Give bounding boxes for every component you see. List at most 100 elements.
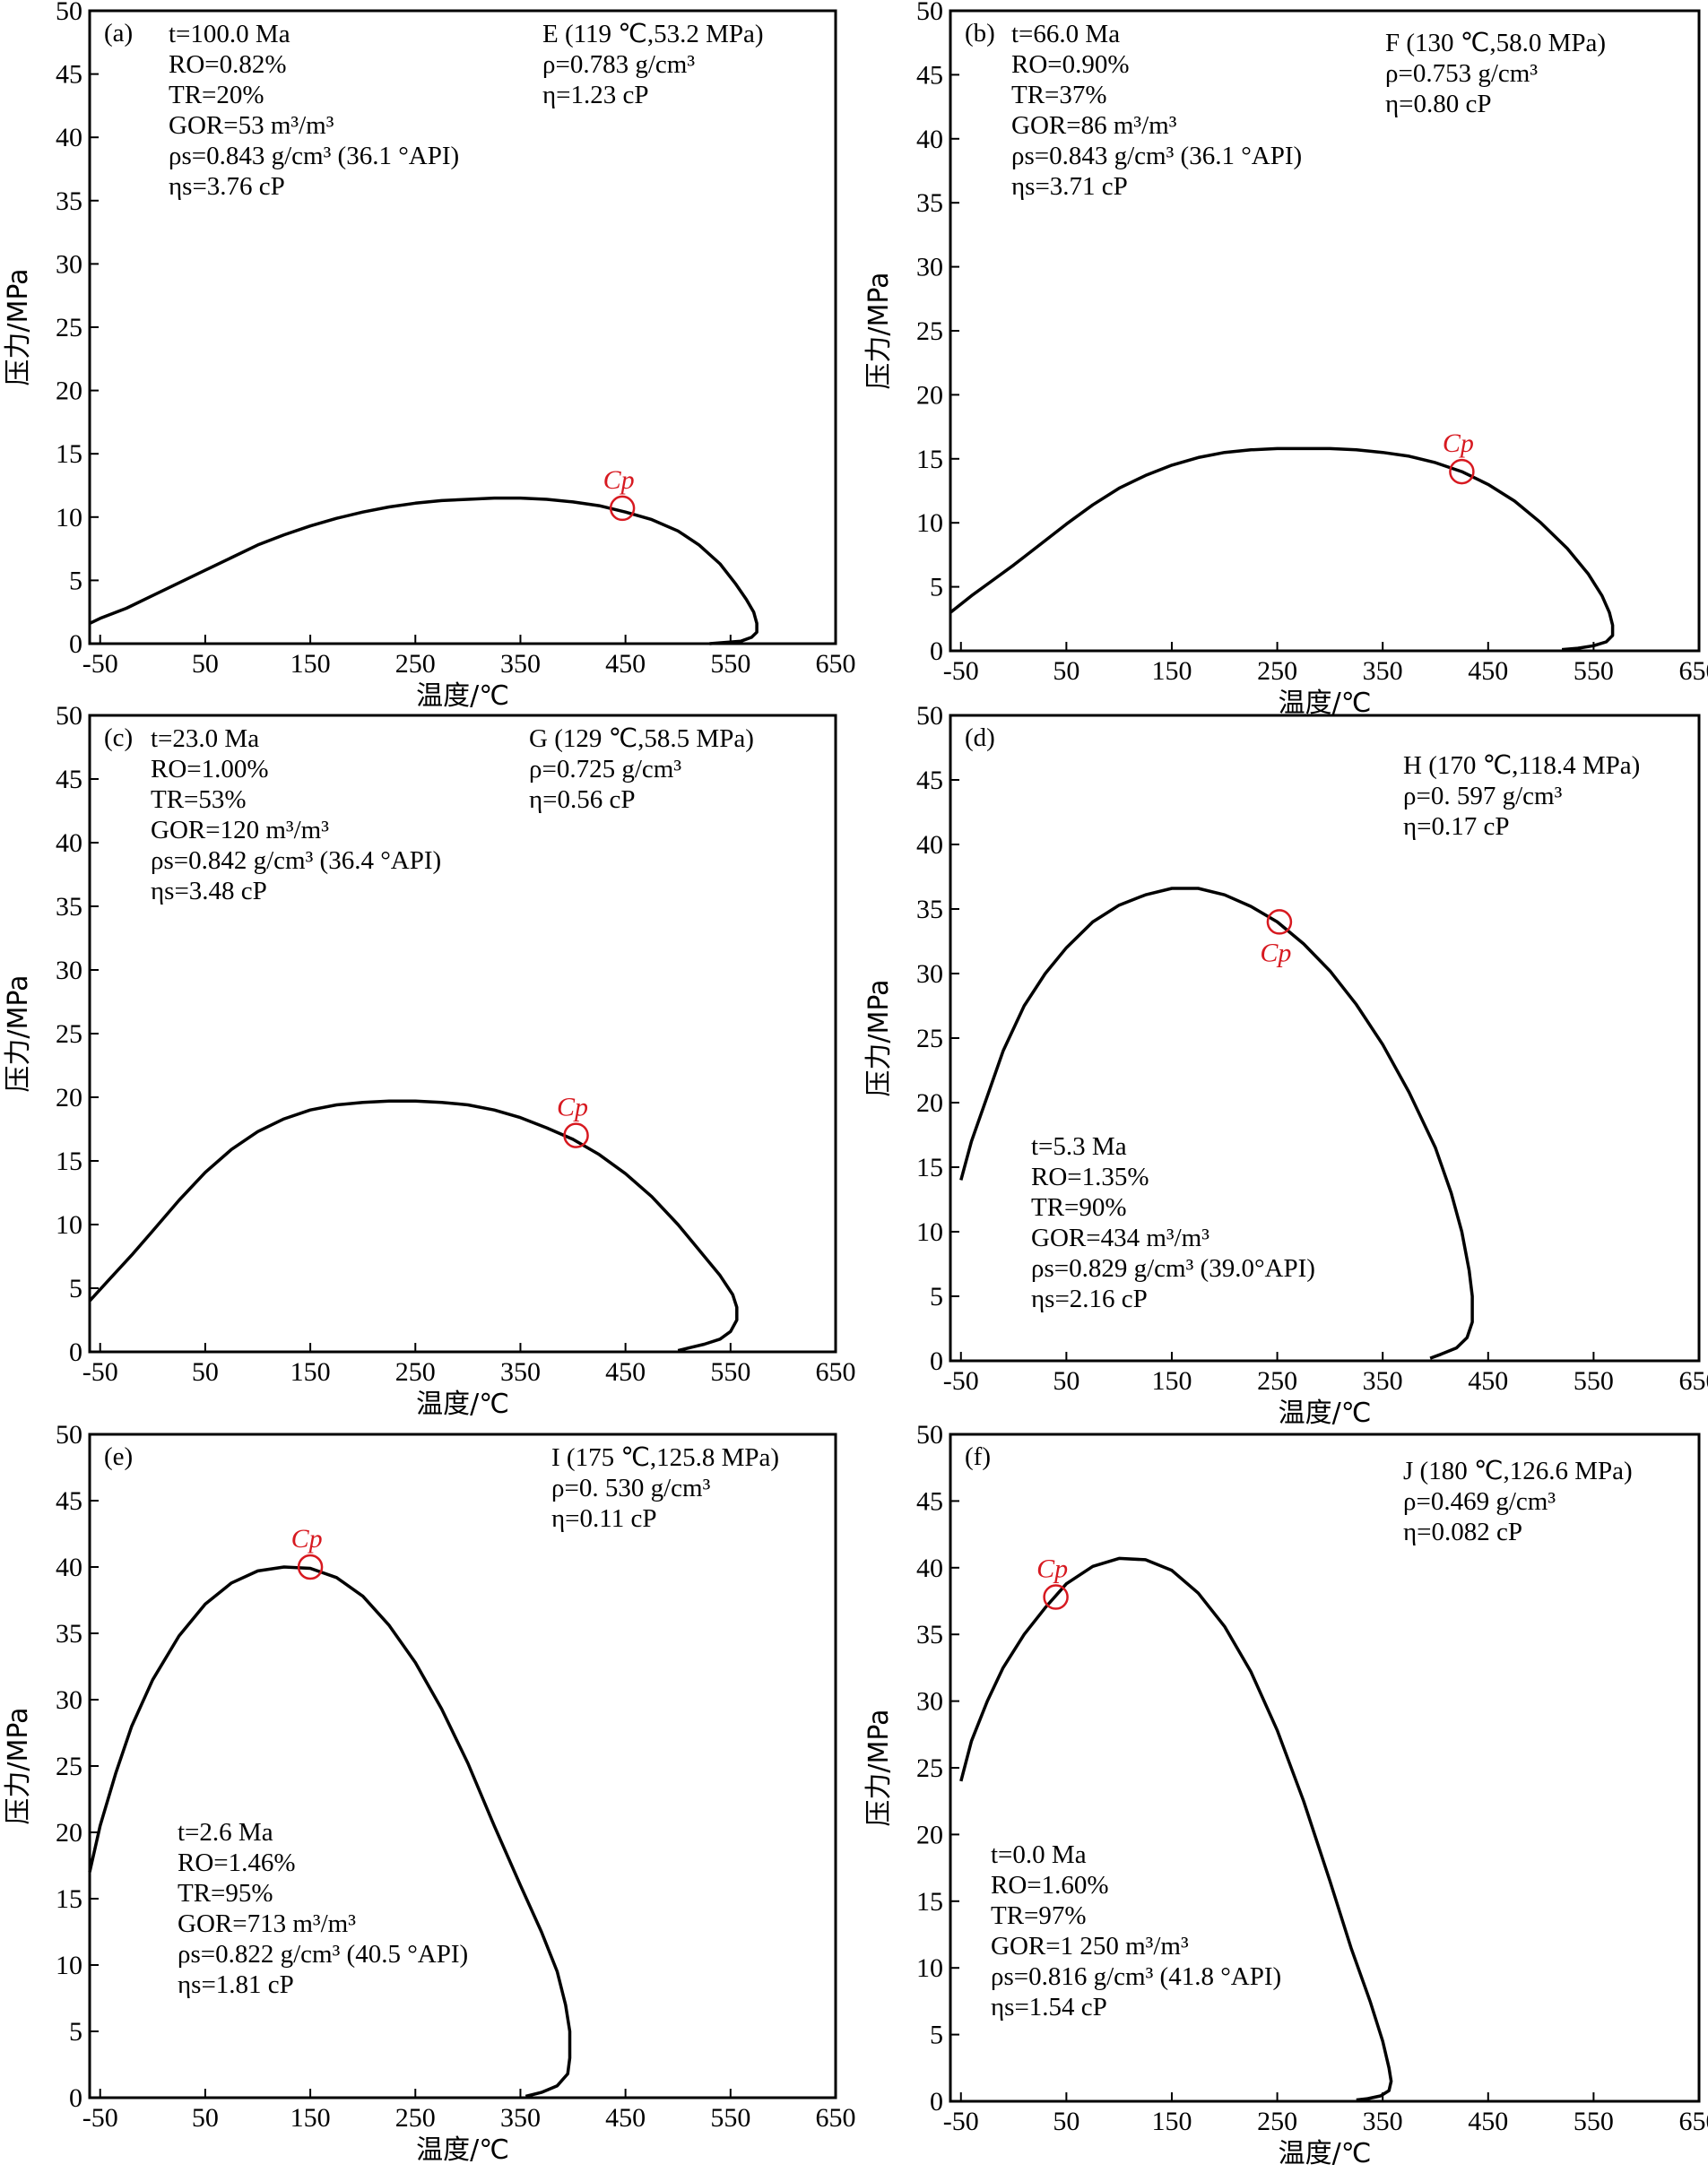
y-tick-label: 5 xyxy=(930,2021,943,2050)
critical-point-label: Cp xyxy=(1036,1554,1068,1584)
y-tick-label: 35 xyxy=(56,1619,82,1649)
y-tick-label: 50 xyxy=(916,0,943,26)
critical-point-label: Cp xyxy=(291,1524,323,1554)
x-tick-label: 550 xyxy=(1574,656,1614,686)
y-tick-label: 30 xyxy=(916,253,943,282)
y-tick-label: 0 xyxy=(930,1346,943,1376)
sample-param-line: GOR=434 m³/m³ xyxy=(1031,1224,1209,1252)
reservoir-param-line: η=0.56 cP xyxy=(529,785,636,814)
x-tick-label: 350 xyxy=(500,1357,541,1387)
y-tick-label: 35 xyxy=(916,1620,943,1649)
y-tick-label: 30 xyxy=(56,1685,82,1715)
x-tick-label: 550 xyxy=(710,1357,750,1387)
sample-param-line: RO=0.82% xyxy=(169,50,287,79)
x-tick-label: 450 xyxy=(605,649,646,679)
x-axis-label: 温度/℃ xyxy=(416,2134,509,2166)
y-tick-label: 35 xyxy=(916,188,943,218)
critical-point-marker xyxy=(297,1554,324,1580)
y-tick-label: 30 xyxy=(56,249,82,279)
y-tick-label: 20 xyxy=(56,1083,82,1112)
y-tick-label: 40 xyxy=(916,1554,943,1583)
x-axis-label: 温度/℃ xyxy=(416,1389,509,1420)
y-tick-label: 0 xyxy=(69,2083,82,2113)
critical-point-label: Cp xyxy=(557,1093,588,1122)
x-tick-label: 150 xyxy=(290,2103,331,2133)
x-tick-label: -50 xyxy=(943,1366,979,1396)
x-axis-label: 温度/℃ xyxy=(416,680,509,712)
sample-param-line: GOR=713 m³/m³ xyxy=(178,1909,356,1938)
sample-param-line: TR=53% xyxy=(151,785,247,814)
x-tick-label: 50 xyxy=(192,1357,219,1387)
y-tick-label: 5 xyxy=(69,566,82,595)
y-tick-label: 45 xyxy=(56,1486,82,1516)
reservoir-param-line: ρ=0. 530 g/cm³ xyxy=(551,1474,711,1502)
y-tick-label: 40 xyxy=(56,1553,82,1582)
critical-point-marker xyxy=(563,1122,589,1148)
sample-param-line: t=100.0 Ma xyxy=(169,20,290,48)
x-tick-label: 150 xyxy=(1151,2107,1192,2136)
y-tick-label: 10 xyxy=(56,1951,82,1980)
chart-panel-e: -50 50 150 250 350 450 550 650 0 5 10 15 20 25 30 35 40 4… xyxy=(3,1420,856,2166)
x-tick-label: 550 xyxy=(710,2103,750,2133)
y-tick-label: 20 xyxy=(56,1818,82,1848)
y-tick-label: 15 xyxy=(56,1147,82,1176)
critical-point-marker xyxy=(1043,1584,1069,1610)
y-tick-label: 15 xyxy=(916,1887,943,1917)
sample-param-line: RO=0.90% xyxy=(1011,50,1130,79)
sample-param-line: RO=1.00% xyxy=(151,755,269,783)
y-tick-label: 45 xyxy=(916,60,943,90)
y-tick-label: 5 xyxy=(930,1282,943,1312)
x-tick-label: 450 xyxy=(1468,656,1508,686)
y-tick-label: 25 xyxy=(56,1019,82,1049)
sample-param-line: GOR=1 250 m³/m³ xyxy=(991,1932,1189,1961)
y-tick-label: 0 xyxy=(69,629,82,659)
reservoir-param-line: E (119 ℃,53.2 MPa) xyxy=(542,20,764,48)
sample-param-line: t=0.0 Ma xyxy=(991,1840,1087,1869)
y-tick-label: 10 xyxy=(916,1217,943,1247)
x-tick-label: -50 xyxy=(943,656,979,686)
y-tick-label: 45 xyxy=(56,765,82,794)
sample-param-line: ηs=1.54 cP xyxy=(991,1993,1107,2021)
x-tick-label: 50 xyxy=(192,2103,219,2133)
y-tick-label: 20 xyxy=(56,377,82,406)
y-tick-label: 35 xyxy=(56,892,82,922)
critical-point-label: Cp xyxy=(1260,938,1291,967)
x-tick-label: -50 xyxy=(82,649,118,679)
y-tick-label: 10 xyxy=(56,503,82,532)
x-tick-label: 550 xyxy=(1574,2107,1614,2136)
y-tick-label: 5 xyxy=(930,573,943,602)
x-tick-label: 350 xyxy=(1363,1366,1403,1396)
y-tick-label: 30 xyxy=(916,959,943,989)
critical-point-marker xyxy=(1266,909,1293,935)
sample-param-line: ηs=3.76 cP xyxy=(169,172,285,201)
sample-param-line: TR=90% xyxy=(1031,1193,1127,1222)
x-tick-label: -50 xyxy=(82,2103,118,2133)
y-tick-label: 15 xyxy=(56,1884,82,1914)
x-tick-label: 250 xyxy=(395,649,436,679)
chart-panel-b: -50 50 150 250 350 450 550 650 0 5 10 15 20 25 30 35 40 4… xyxy=(863,0,1708,719)
x-tick-label: -50 xyxy=(82,1357,118,1387)
sample-param-line: ρs=0.843 g/cm³ (36.1 °API) xyxy=(169,142,459,170)
sample-param-line: TR=95% xyxy=(178,1879,273,1908)
sample-param-line: ρs=0.829 g/cm³ (39.0°API) xyxy=(1031,1254,1315,1283)
sample-param-line: t=66.0 Ma xyxy=(1011,20,1120,48)
y-tick-label: 25 xyxy=(916,316,943,346)
panel-label: (e) xyxy=(104,1442,133,1471)
sample-param-line: ρs=0.822 g/cm³ (40.5 °API) xyxy=(178,1940,468,1969)
sample-param-line: ηs=2.16 cP xyxy=(1031,1285,1148,1313)
phase-envelope-line xyxy=(959,887,1474,1360)
x-tick-label: 350 xyxy=(500,2103,541,2133)
sample-param-line: ρs=0.843 g/cm³ (36.1 °API) xyxy=(1011,142,1302,170)
x-tick-label: 50 xyxy=(192,649,219,679)
phase-envelope-line xyxy=(89,496,759,645)
phase-envelope-line xyxy=(949,446,1615,652)
reservoir-param-line: ρ=0.725 g/cm³ xyxy=(529,755,681,783)
reservoir-param-line: H (170 ℃,118.4 MPa) xyxy=(1403,751,1640,780)
x-axis-label: 温度/℃ xyxy=(1279,2138,1372,2169)
x-tick-label: 350 xyxy=(1363,656,1403,686)
y-tick-label: 0 xyxy=(69,1338,82,1367)
x-tick-label: 450 xyxy=(605,1357,646,1387)
y-tick-label: 30 xyxy=(916,1687,943,1717)
sample-param-line: t=2.6 Ma xyxy=(178,1818,273,1847)
